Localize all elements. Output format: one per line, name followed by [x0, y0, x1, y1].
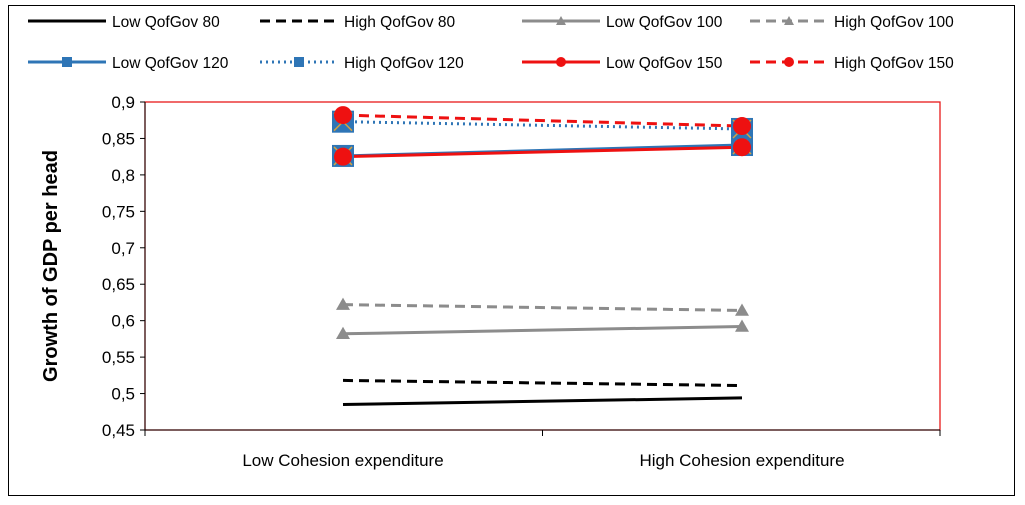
data-point-8 [733, 117, 751, 136]
data-point-8 [334, 106, 352, 125]
chart-frame [8, 5, 1015, 496]
data-point-7 [733, 138, 751, 157]
series-line-2 [342, 378, 743, 388]
legend-label-4: High QofGov 100 [834, 14, 954, 31]
legend-label-1: Low QofGov 80 [112, 14, 220, 31]
series-line-6 [342, 120, 743, 131]
data-point-4 [735, 303, 749, 316]
legend-marker-5 [62, 57, 72, 67]
legend-marker-7 [556, 57, 566, 67]
y-tick-label: 0,65 [102, 275, 135, 294]
y-axis-title: Growth of GDP per head [40, 150, 62, 382]
y-tick-label: 0,5 [111, 385, 135, 404]
legend-marker-3 [556, 16, 566, 25]
legend-marker-6 [294, 57, 304, 67]
series-line-7 [342, 145, 743, 159]
x-category-label: Low Cohesion expenditure [242, 451, 443, 470]
y-tick-label: 0,55 [102, 348, 135, 367]
x-category-label: High Cohesion expenditure [639, 451, 844, 470]
data-point-3 [735, 319, 749, 332]
y-tick-label: 0,85 [102, 129, 135, 148]
series-line-8 [342, 113, 743, 128]
legend-label-8: High QofGov 150 [834, 55, 954, 72]
y-tick-label: 0,6 [111, 312, 135, 331]
legend-marker-8 [784, 57, 794, 67]
y-tick-label: 0,8 [111, 166, 135, 185]
legend-label-3: Low QofGov 100 [606, 14, 723, 31]
data-point-4 [336, 297, 350, 310]
series-line-1 [342, 396, 743, 406]
series-line-4 [342, 303, 743, 312]
data-point-7 [334, 147, 352, 166]
y-tick-label: 0,7 [111, 239, 135, 258]
legend-label-7: Low QofGov 150 [606, 55, 723, 72]
series-line-3 [342, 324, 743, 336]
data-point-3 [336, 326, 350, 340]
y-tick-label: 0,9 [111, 93, 135, 112]
legend-label-2: High QofGov 80 [344, 14, 456, 31]
legend-marker-4 [784, 16, 794, 25]
legend-label-5: Low QofGov 120 [112, 55, 229, 72]
y-tick-label: 0,45 [102, 421, 135, 440]
legend-label-6: High QofGov 120 [344, 55, 464, 72]
y-tick-label: 0,75 [102, 202, 135, 221]
